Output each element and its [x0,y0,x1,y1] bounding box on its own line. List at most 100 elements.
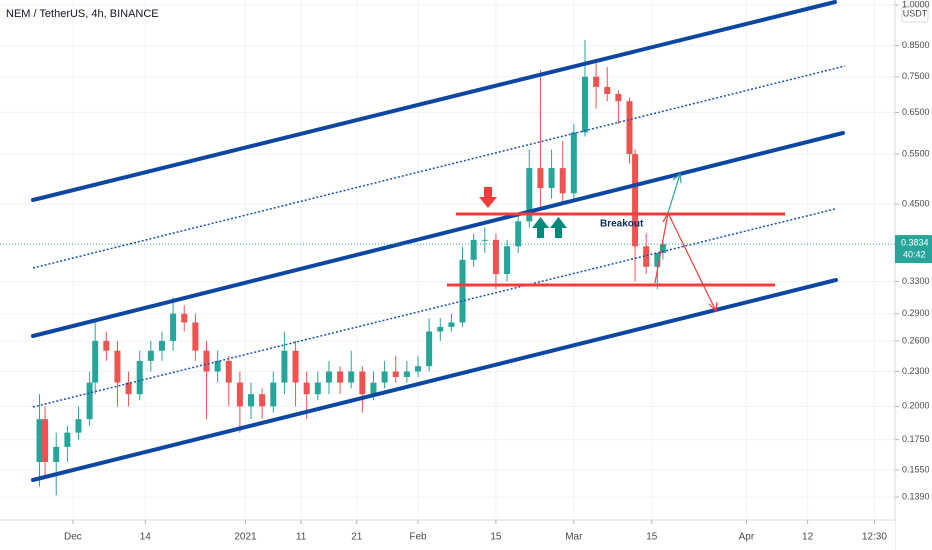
x-tick-label: 2021 [234,532,257,543]
candle-body [337,371,344,383]
arrow-head [672,172,682,184]
candle-body [42,419,49,463]
candle-body [225,360,232,383]
candle-body [526,168,533,222]
candle-body [537,168,544,189]
candle-body [259,394,266,407]
candle-body [415,366,422,372]
candle-body [659,244,666,253]
candle-body [381,371,388,383]
y-tick-label: 0.2600 [902,335,930,345]
candle-body [470,239,477,260]
x-tick-label: Feb [409,532,427,543]
currency: USDT [903,8,928,18]
candle-body [92,340,99,383]
y-tick-label: 1.0000 [902,0,930,9]
x-tick-label: 21 [351,532,363,543]
candle-body [459,259,466,323]
candle-body [192,322,199,351]
price-tag [895,235,932,264]
y-tick-label: 0.4500 [902,199,930,209]
candle-body [492,239,499,275]
candle-body [236,382,243,407]
candle-body [448,322,455,327]
candle-body [303,382,310,395]
candle-body [114,350,121,383]
y-tick-label: 0.2300 [902,366,930,376]
y-tick-label: 0.1750 [902,434,930,444]
price-tag-label: 0.3834 [901,237,929,247]
y-tick-label: 0.2000 [902,401,930,411]
candle-body [570,132,577,194]
candle-body [348,371,355,383]
candle-body [581,76,588,133]
candle-body [86,382,93,420]
y-tick-label: 0.8500 [902,40,930,50]
up-arrow [532,217,549,238]
candle-body [248,394,255,407]
channel-midline [32,65,846,269]
channel-line [31,131,845,338]
y-tick-label: 0.6500 [902,107,930,117]
candle-body [643,246,650,267]
candle-body [158,340,165,351]
y-tick-label: 0.5500 [902,148,930,158]
channel-line [31,0,837,202]
candle-body [64,432,71,447]
x-tick-label: 12 [802,532,814,543]
candle-body [75,419,82,433]
candle-body [370,382,377,395]
candle-body [426,331,433,367]
candle-body [203,350,210,372]
candle-body [481,239,488,241]
candle-body [615,93,622,102]
candle-body [515,221,522,247]
candle-body [170,313,177,341]
candle-body [147,350,154,361]
candle-body [36,419,43,463]
down-arrow [479,187,497,208]
up-arrow [550,217,567,238]
y-tick-label: 0.2900 [902,308,930,318]
projection-path [667,173,681,214]
candle-body [281,350,288,383]
candle-body [53,446,60,463]
candle-body [632,154,639,247]
candle-body [626,101,633,155]
candle-body [392,371,399,377]
projection-path [654,211,717,312]
candle-body [136,360,143,395]
x-tick-label: Dec [64,532,82,543]
candle-body [103,340,110,351]
candle-body [214,360,221,372]
price-axis [895,0,932,550]
candle-body [359,371,366,395]
x-tick-label: Apr [739,532,755,543]
channel-midline [32,208,836,408]
x-tick-label: 15 [490,532,502,543]
grid [0,0,895,520]
y-tick-label: 0.3300 [902,276,930,286]
candle-body [654,252,661,267]
x-tick-label: 15 [646,532,658,543]
annotation: Breakout [600,219,644,230]
x-tick-label: 14 [140,532,152,543]
x-tick-label: 11 [296,532,307,543]
candle-body [604,86,611,94]
candle-body [504,246,511,275]
candle-body [270,382,277,407]
candle-body [403,371,410,377]
y-tick-label: 0.1550 [902,464,930,474]
candle-body [181,313,188,323]
y-tick-label: 0.1390 [902,491,930,501]
chart-title: NEM / TetherUS, 4h, BINANCE [6,8,159,20]
x-tick-label: 12:30 [862,532,887,543]
candle-body [325,371,332,383]
candles [36,39,666,496]
countdown: 40:42 [903,249,926,259]
candle-body [125,382,132,395]
candle-body [559,168,566,194]
drawings: Breakout [31,0,846,482]
currency-box [901,5,929,23]
